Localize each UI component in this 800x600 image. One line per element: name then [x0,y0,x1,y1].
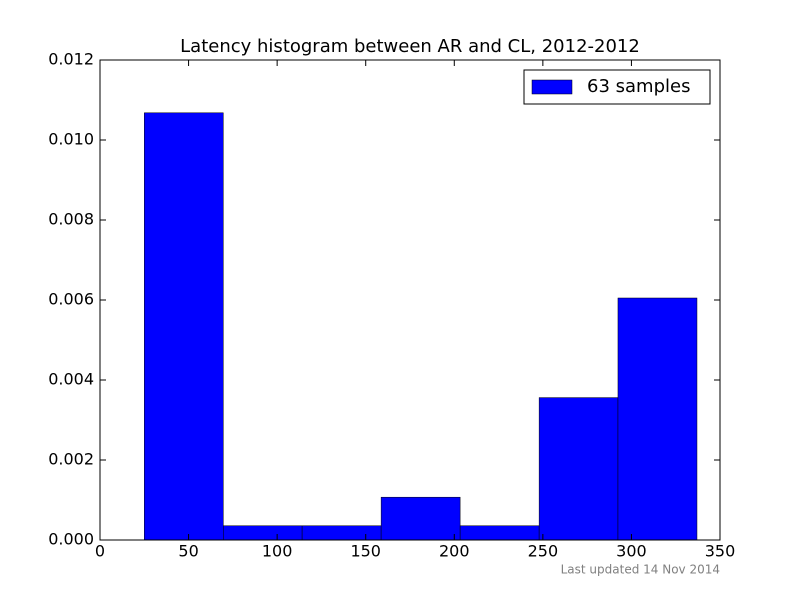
bar [538,397,619,541]
x-tick-label: 100 [262,542,293,561]
legend-swatch [531,79,573,95]
bar [144,112,224,541]
y-tick-label: 0.012 [48,50,94,69]
y-tick-label: 0.000 [48,530,94,549]
bar [459,525,540,541]
bar [380,496,461,541]
annotation: Last updated 14 Nov 2014 [561,563,720,577]
y-tick-label: 0.002 [48,450,94,469]
x-tick-label: 250 [528,542,559,561]
bar [617,297,698,541]
bar [301,525,382,541]
x-tick-label: 50 [178,542,198,561]
legend-label: 63 samples [587,76,690,97]
y-tick-label: 0.006 [48,290,94,309]
x-tick-label: 200 [439,542,470,561]
y-tick-label: 0.004 [48,370,94,389]
x-tick-label: 0 [95,542,105,561]
y-tick-label: 0.010 [48,130,94,149]
bar [223,525,303,541]
x-tick-label: 350 [705,542,736,561]
chart-title: Latency histogram between AR and CL, 201… [180,36,640,57]
x-tick-label: 300 [616,542,647,561]
x-tick-label: 150 [350,542,381,561]
y-tick-label: 0.008 [48,210,94,229]
